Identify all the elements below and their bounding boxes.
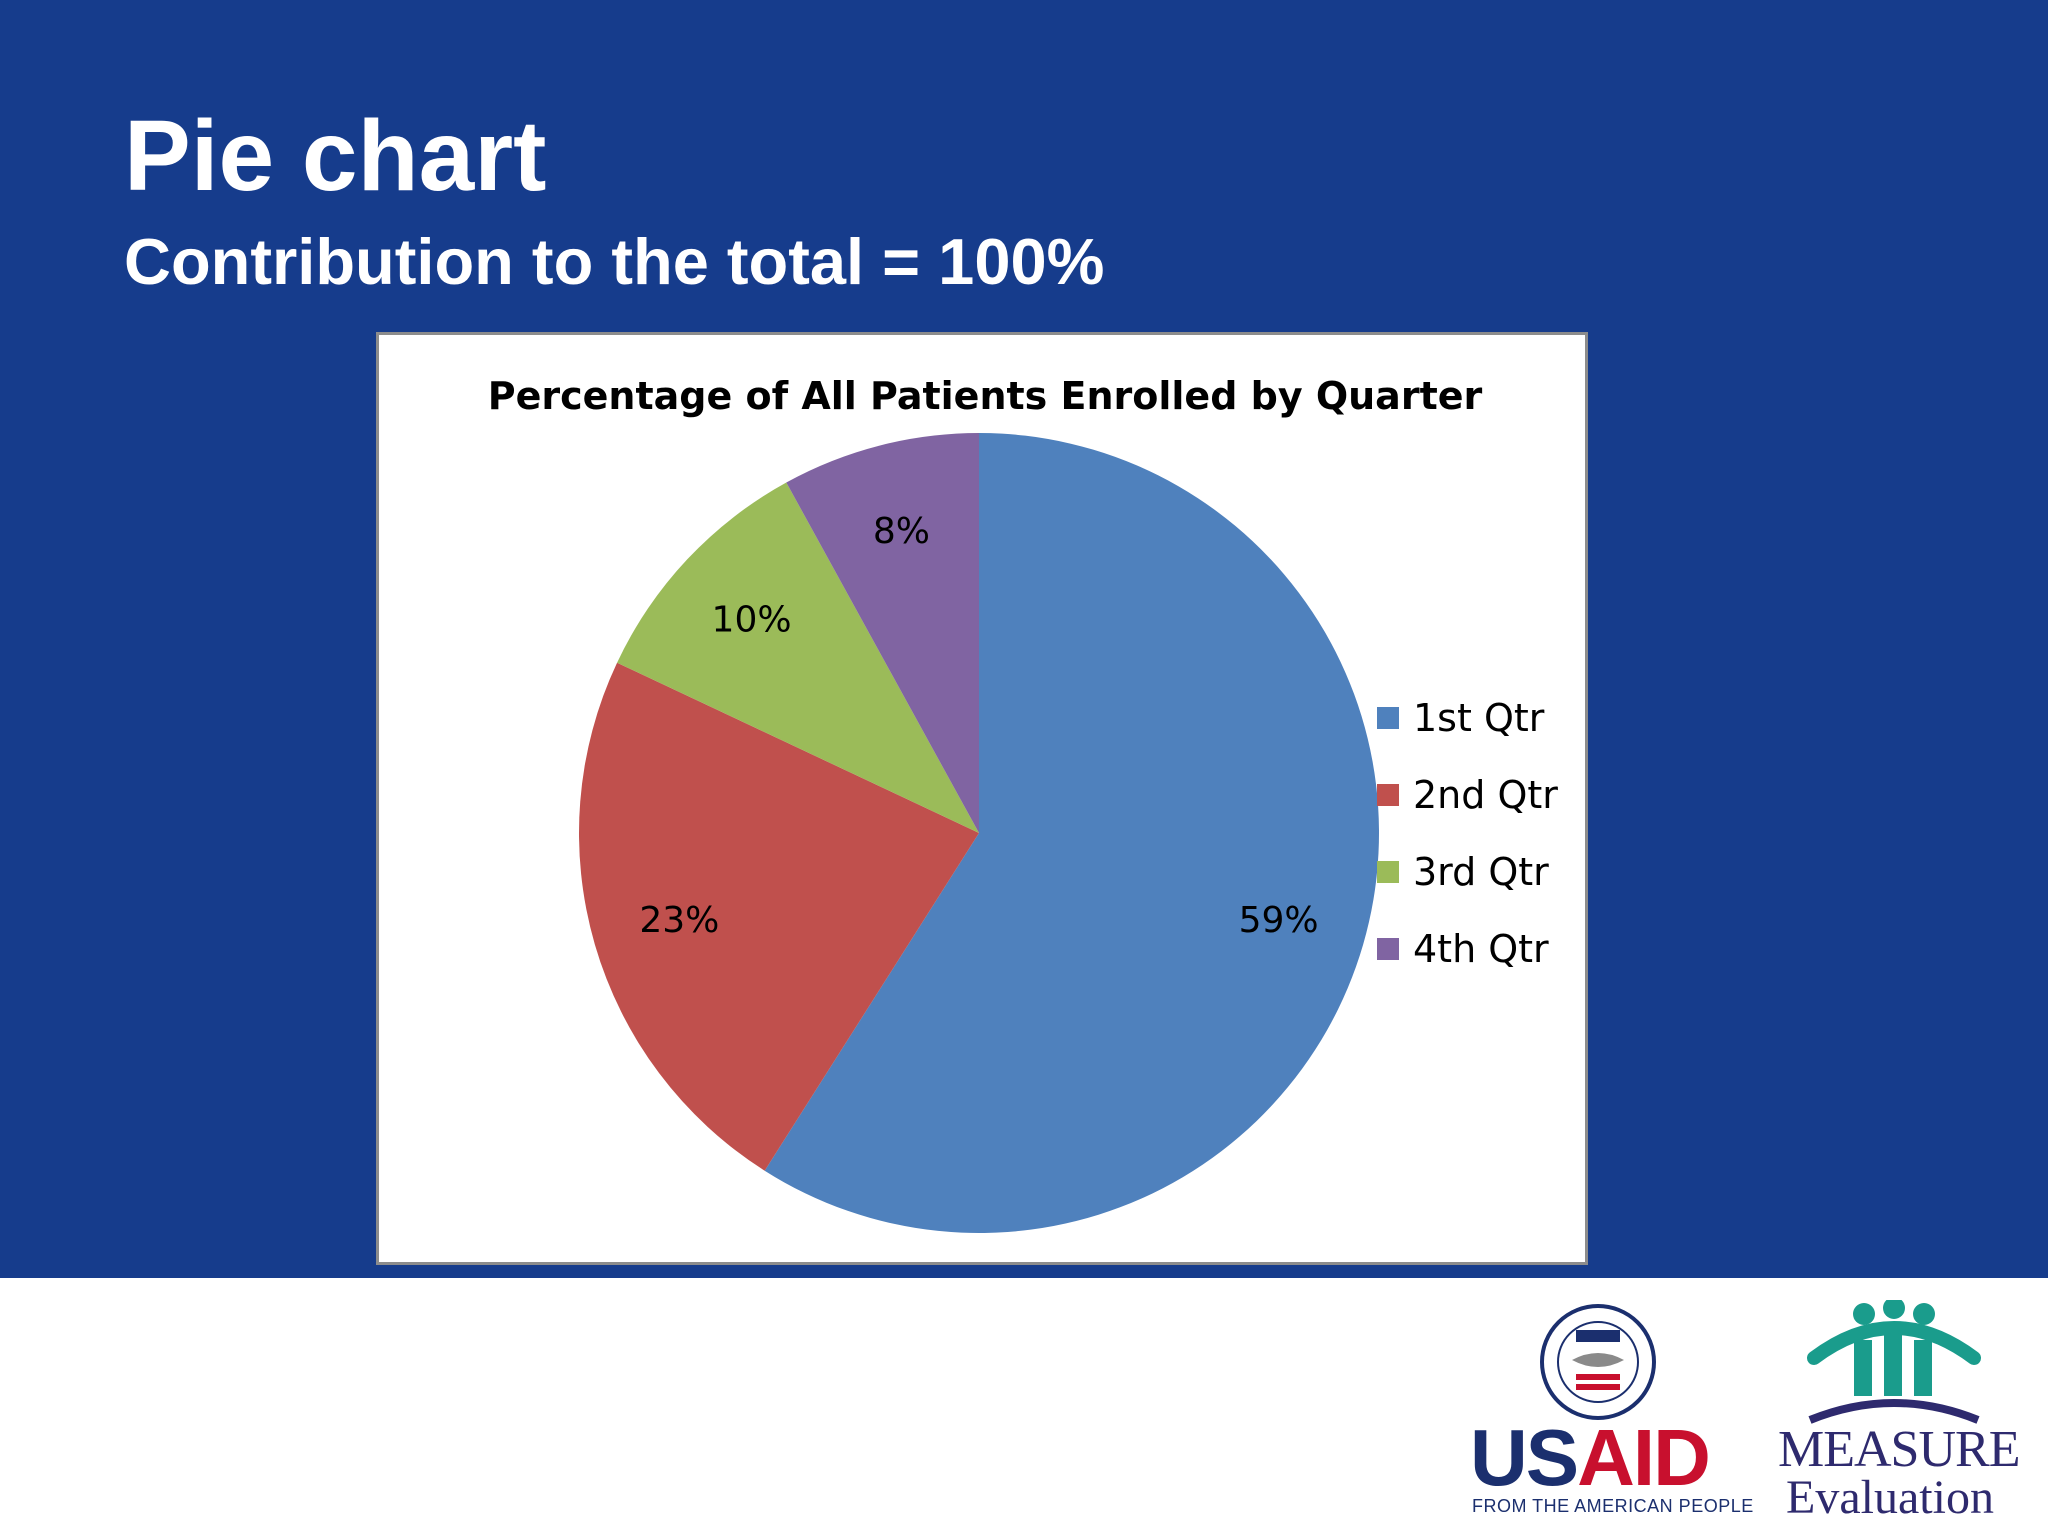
usaid-seal-icon (1540, 1304, 1656, 1420)
evaluation-wordmark: Evaluation (1786, 1471, 1994, 1524)
legend-label-2nd-qtr: 2nd Qtr (1413, 773, 1558, 817)
data-label-2nd-qtr: 23% (639, 900, 719, 941)
pie-chart: Percentage of All Patients Enrolled by Q… (488, 374, 1558, 1233)
legend-swatch-3rd-qtr (1377, 861, 1399, 883)
data-label-4th-qtr: 8% (873, 511, 930, 552)
slide-title: Pie chart (124, 100, 547, 212)
legend-label-3rd-qtr: 3rd Qtr (1413, 850, 1549, 894)
data-label-1st-qtr: 59% (1239, 900, 1319, 941)
pie-slice-1st-qtr (764, 433, 1379, 1233)
chart-frame: Percentage of All Patients Enrolled by Q… (376, 332, 1588, 1265)
legend-swatch-1st-qtr (1377, 707, 1399, 729)
usaid-word-us: US (1470, 1413, 1579, 1502)
pie-slice-2nd-qtr (579, 662, 979, 1171)
legend-swatch-4th-qtr (1377, 938, 1399, 960)
pie-slice-3rd-qtr (617, 482, 979, 833)
legend-swatch-2nd-qtr (1377, 784, 1399, 806)
data-label-3rd-qtr: 10% (712, 599, 792, 640)
pie-slice-4th-qtr (786, 433, 979, 833)
measure-people-icon (1807, 1300, 1981, 1424)
usaid-wordmark: USAID (1470, 1418, 1711, 1498)
legend-label-4th-qtr: 4th Qtr (1413, 927, 1549, 971)
pie-data-labels: 59% 23% 10% 8% (639, 511, 1318, 941)
pie-slices (579, 433, 1379, 1233)
chart-title: Percentage of All Patients Enrolled by Q… (488, 374, 1483, 418)
chart-legend: 1st Qtr 2nd Qtr 3rd Qtr 4th Qtr (1377, 696, 1558, 971)
legend-label-1st-qtr: 1st Qtr (1413, 696, 1545, 740)
usaid-word-aid: AID (1577, 1413, 1711, 1502)
slide-subtitle: Contribution to the total = 100% (124, 225, 1105, 298)
usaid-tagline: FROM THE AMERICAN PEOPLE (1472, 1496, 1754, 1516)
measure-wordmark: MEASURE (1778, 1421, 2020, 1478)
